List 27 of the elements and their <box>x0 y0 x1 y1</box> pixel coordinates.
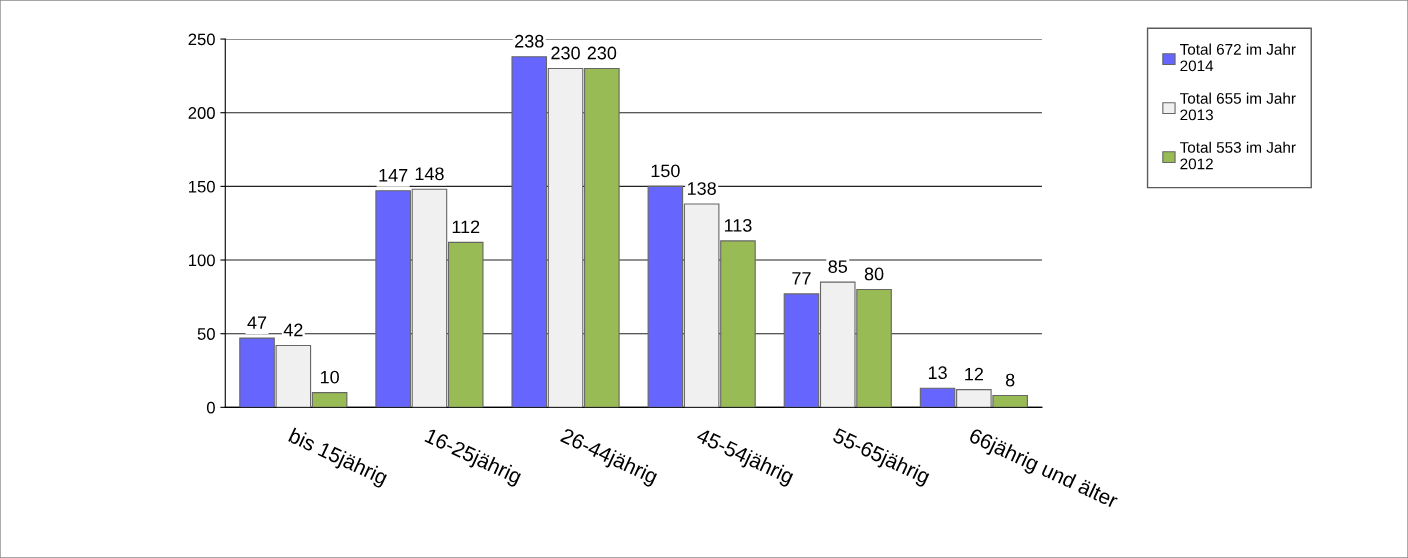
data-label: 148 <box>415 167 444 181</box>
data-label: 77 <box>792 272 811 285</box>
y-tick-label: 50 <box>197 328 215 340</box>
data-label: 13 <box>928 366 947 380</box>
data-label: 80 <box>864 267 884 281</box>
data-label: 150 <box>651 164 680 178</box>
data-label: 230 <box>587 46 617 60</box>
data-label: 112 <box>452 220 480 234</box>
data-label: 8 <box>1005 373 1015 387</box>
data-label: 12 <box>965 367 983 381</box>
data-label: 138 <box>687 182 716 195</box>
legend-label: Total 655 im Jahr 2013 <box>1179 92 1296 121</box>
legend-label: Total 553 im Jahr 2012 <box>1179 141 1296 170</box>
y-tick-label: 100 <box>189 254 215 267</box>
y-tick-label: 150 <box>189 180 215 193</box>
y-tick-label: 250 <box>188 33 215 46</box>
data-label: 85 <box>828 260 848 273</box>
y-tick-label: 0 <box>206 401 215 414</box>
data-label: 113 <box>724 218 752 232</box>
data-label: 147 <box>379 169 408 182</box>
y-tick-label: 200 <box>188 107 215 119</box>
data-label: 47 <box>247 316 267 329</box>
data-label: 42 <box>283 323 303 337</box>
data-label: 230 <box>551 46 580 60</box>
legend-label: Total 672 im Jahr 2014 <box>1179 43 1296 72</box>
data-label: 238 <box>515 34 544 48</box>
data-label: 10 <box>320 370 339 384</box>
